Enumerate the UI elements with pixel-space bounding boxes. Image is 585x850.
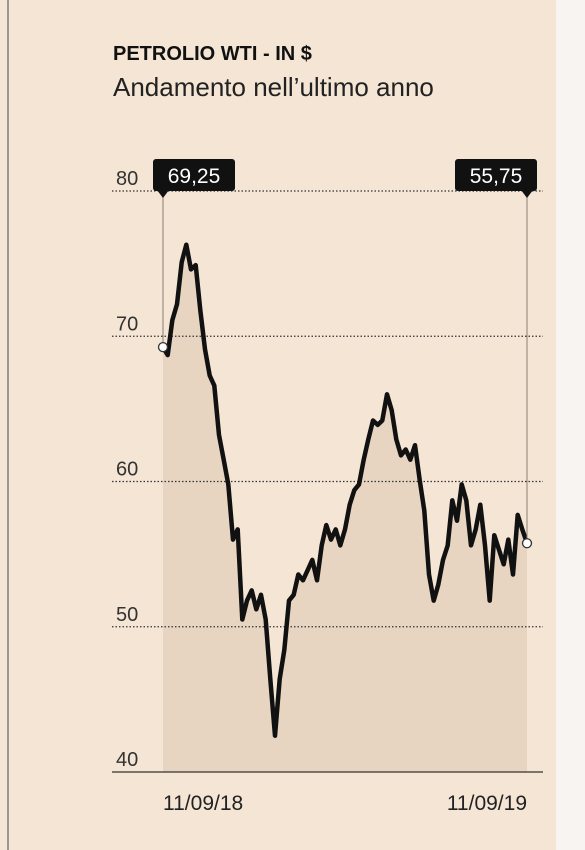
y-tick-label: 40 — [116, 749, 138, 771]
callout-box — [455, 159, 537, 191]
chart-title: PETROLIO WTI - IN $ — [113, 43, 312, 65]
y-tick-label: 70 — [116, 313, 138, 335]
callout-box — [153, 159, 235, 191]
value-label: 69,25 — [168, 165, 221, 188]
page-edge — [556, 0, 585, 850]
line — [161, 242, 530, 738]
endpoint — [521, 538, 533, 549]
value-label: 55,75 — [470, 165, 523, 188]
callout-pointer — [521, 190, 533, 198]
x-tick-label: 11/09/19 — [447, 792, 527, 815]
area — [163, 244, 527, 772]
x-tick-label: 11/09/18 — [163, 792, 243, 815]
callout-pointer — [157, 190, 169, 198]
chart-subtitle: Andamento nell’ultimo anno — [113, 72, 434, 102]
endpoint — [157, 341, 169, 353]
y-tick-label: 50 — [116, 604, 138, 626]
y-tick-label: 60 — [116, 459, 138, 481]
y-tick-label: 80 — [116, 168, 138, 190]
